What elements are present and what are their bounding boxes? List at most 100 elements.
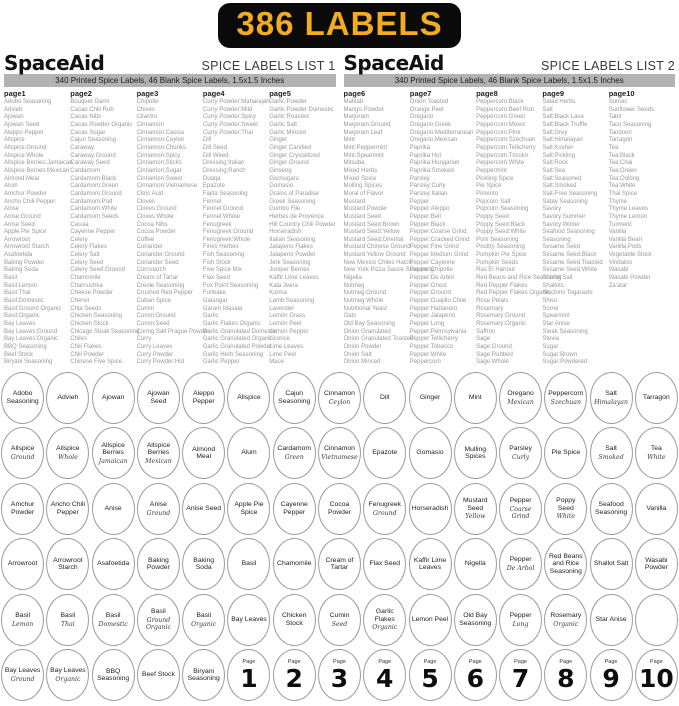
spice-list-item: Peppercorn:Tellicherry [476,144,536,151]
spice-label-name: Dill [380,393,390,401]
spice-label-cell: Adobo Seasoning [0,370,45,426]
spice-list-item: Dressing:Italian [202,160,245,167]
spice-list-item: Poppy Seed [476,213,509,220]
spice-list-item: Sage:Ground [476,344,512,350]
list-subtitle-bar: 340 Printed Spice Labels, 46 Blank Spice… [4,74,336,87]
spice-list-item: Peppercorn:Pink [476,129,521,136]
spice-list-item: Cheese Powder [70,290,113,297]
spice-list-item: Fennel:Ground [202,206,243,213]
spice-label-cell: Alum [226,426,271,482]
spice-list-item: Bouquet Garni [70,99,109,105]
panel-header: SpaceAid SPICE LABELS LIST 1 [4,51,336,75]
spice-list-item: Bay Leaves [4,321,36,328]
spice-list-item: Chives [136,106,155,113]
spice-list-item: Cardamom:White [70,206,117,213]
page-column: page5 Garlic Powder Garlic Powder Domestic… [269,89,335,367]
spice-label-variant: Ground [146,509,171,517]
spice-label-circle: Cardamom Green [272,427,316,480]
spice-label-circle: Anise [91,482,135,535]
list-subtitle-bar: 340 Printed Spice Labels, 46 Blank Spice… [343,74,675,87]
spice-list-item: Shallots [542,282,564,289]
spice-label-cell: Epazote [362,426,407,482]
spice-list-item: Pimento [476,190,499,197]
spice-list-item: Shichimi Togarashi [542,290,593,297]
grid-row: Basil Lemon Basil Thai Basil Domestic Basil Gro… [0,592,679,648]
spice-list-item: Onion Powder [343,344,382,350]
spice-list-item: Pepper:Habanero [409,305,458,312]
spice-list-item: Lemon Grass [269,313,306,320]
spice-list-item: Mace [269,359,284,366]
spice-label-name: Bay Leaves [4,667,41,675]
spice-label-circle: Cream of Tartar [317,538,361,591]
spice-label-circle: Ajowan [91,371,135,424]
spice-list-item: Satay Seasoning [542,198,588,205]
spice-list-item: Salad Herbs [542,99,576,105]
spice-list-item: Poppy Seed:Black [476,221,526,228]
spice-list-item: Cocoa Powder [136,229,176,236]
spice-label-circle: Chicken Stock [272,593,316,646]
spice-list-item: Paprika:Hot [409,152,442,159]
spice-list-item: Pepper:White [409,351,447,358]
spice-list-item: Peppercorn:Mixed [476,121,525,128]
spice-list-item: Chiles [70,336,87,343]
spice-list-item: Nutmeg [343,282,365,289]
spice-label-variant: Szechuan [550,398,581,406]
spice-label-name: Seafood Seasoning [595,501,628,516]
spice-list-item: Peppercorn:Beef Rub [476,106,534,113]
spice-label-name: Asafoetida [97,560,130,568]
page-label-circle: Page 10 [634,649,678,702]
spice-list-item: Pepper:Aleppo [409,206,450,213]
spice-list-panel-2: SpaceAid SPICE LABELS LIST 2 340 Printed… [340,50,679,367]
spice-label-variant: Organic [372,624,398,632]
spice-label-name: Cardamom [277,445,312,453]
spice-list-item: Tea [608,144,619,151]
spice-list-item: Vanilla [608,229,627,236]
spice-label-cell: Basil [226,537,271,593]
spice-label-name: Rosemary [550,611,582,619]
spice-list-item: Curry Leaves [136,344,173,350]
page-column-header: page3 [136,89,159,98]
spice-label-cell: Ajowan Seed [136,370,181,426]
spice-label-circle: Mustard Seed Yellow [453,482,497,535]
spice-list-item: Cumin [136,305,154,312]
spice-label-cell: Bay Leaves [226,592,271,648]
spice-label-cell: Tea White [634,426,679,482]
spice-label-cell: Ancho Chili Pepper [45,481,90,537]
spice-list-item: Curry Powder:Hot [136,359,185,366]
spice-label-circle: Vanilla [634,482,678,535]
brand-logo: SpaceAid [4,51,105,75]
spice-label-circle: Baking Powder [136,538,180,591]
spice-list-item: Cumin:Seed [136,321,170,328]
spice-list-item: Sesame Seed:White [542,267,598,274]
page-label-cell: Page 10 [634,648,679,704]
spice-list-item: Red Beans and Rice Seasoning [476,275,562,282]
spice-label-circle: Kaffir Lime Leaves [408,538,452,591]
spice-list-item: Vanilla Bean [608,236,642,243]
spice-list-item: Mint:Peppermint [343,144,388,151]
page-column-header: page5 [269,89,291,98]
spice-label-cell: Cardamom Green [272,426,317,482]
spice-list-item: Taco Seasoning [608,121,652,128]
page-number: 9 [602,664,620,694]
spice-label-variant: Ground [372,509,397,517]
spice-label-cell: Anise Seed [181,481,226,537]
spice-label-circle: Almond Meal [182,427,226,480]
page-column-header: page6 [343,89,366,98]
spice-list-item: Mustard Powder [343,206,388,213]
spice-list-item: Pumpkin Pie Spice [476,252,527,259]
spice-list-item: Dill [202,137,212,144]
spice-label-cell: Amchur Powder [0,481,45,537]
spice-label-cell: Advieh [45,370,90,426]
spice-list-item: Cajun Seasoning [70,137,116,144]
spice-label-cell: Gomasio [407,426,452,482]
spice-list-item: Allspice [4,137,25,144]
spice-label-circle: Mulling Spices [453,427,497,480]
spice-label-name: Fenugreek [368,500,402,508]
spice-label-variant: De Arbol [506,565,535,573]
spice-label-cell: Salt Smoked [588,426,633,482]
spice-label-name: Mint [468,393,482,401]
spice-list-item: Lemon Peel [269,321,302,328]
spice-list-item: New Mexico Chiles Hatch [343,259,412,266]
spice-label-circle: Star Anise [589,593,633,646]
page-label-cell: Page 7 [498,648,543,704]
